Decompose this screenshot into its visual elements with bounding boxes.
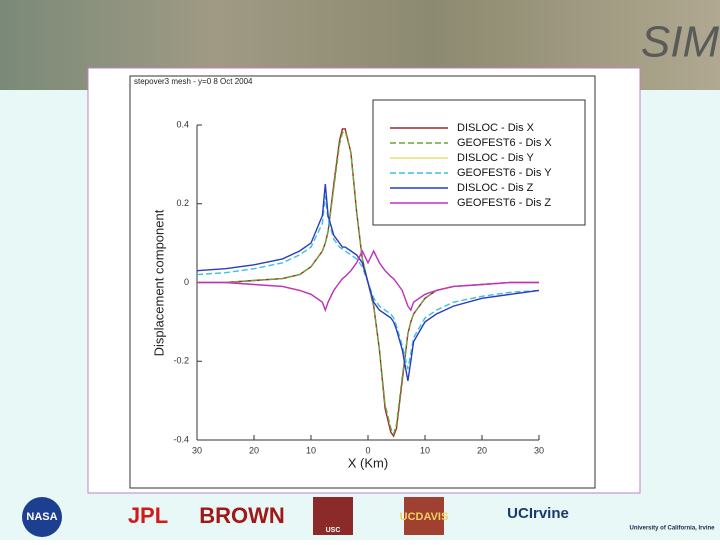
y-tick-label: -0.4 bbox=[173, 434, 189, 444]
logo-shape bbox=[22, 497, 62, 537]
legend-label: GEOFEST6 - Dis X bbox=[457, 137, 552, 149]
logo-text: BROWN bbox=[199, 503, 285, 528]
x-tick-label: 30 bbox=[192, 445, 202, 455]
logo-text: JPL bbox=[128, 503, 168, 528]
chart-title: stepover3 mesh - y=0 8 Oct 2004 bbox=[134, 77, 253, 86]
legend: DISLOC - Dis X GEOFEST6 - Dis X DISLOC - D… bbox=[372, 99, 586, 226]
logo-text: UCIrvine bbox=[507, 505, 569, 522]
x-tick-label: 20 bbox=[249, 445, 259, 455]
logo-shape bbox=[404, 497, 444, 535]
legend-label: DISLOC - Dis Z bbox=[457, 182, 534, 194]
x-tick-label: 0 bbox=[365, 445, 370, 455]
legend-label: DISLOC - Dis Y bbox=[457, 152, 534, 164]
legend-label: GEOFEST6 - Dis Y bbox=[457, 167, 552, 179]
legend-label: DISLOC - Dis X bbox=[457, 122, 535, 134]
plot: -0.4 -0.2 0 0.2 0.4 30 20 10 0 10 20 30 DISLOC - Dis… bbox=[173, 99, 586, 455]
logo-text: UCDAVIS bbox=[400, 511, 449, 523]
legend-label: GEOFEST6 - Dis Z bbox=[457, 197, 551, 209]
x-tick-label: 30 bbox=[534, 445, 544, 455]
y-tick-label: 0 bbox=[184, 277, 189, 287]
logo-shape bbox=[313, 497, 353, 535]
legend-box bbox=[372, 99, 586, 226]
y-tick-label: -0.2 bbox=[173, 356, 189, 366]
y-axis-label: Displacement component bbox=[151, 209, 166, 356]
x-tick-label: 20 bbox=[477, 445, 487, 455]
series-line bbox=[197, 249, 539, 313]
y-tick-label: 0.4 bbox=[176, 119, 189, 129]
logo-row: NASA JPL BROWN USC UCDAVIS UCIrvine University… bbox=[22, 497, 715, 537]
series-line bbox=[196, 184, 540, 382]
banner-text: SIM bbox=[641, 18, 720, 67]
x-axis-label: X (Km) bbox=[348, 455, 388, 470]
x-tick-label: 10 bbox=[306, 445, 316, 455]
logo-text: NASA bbox=[26, 511, 57, 523]
logo-text: University of California, Irvine bbox=[629, 526, 715, 532]
y-tick-label: 0.2 bbox=[176, 198, 189, 208]
series-line bbox=[197, 129, 539, 437]
logo-text: USC bbox=[326, 527, 341, 534]
x-tick-label: 10 bbox=[420, 445, 430, 455]
